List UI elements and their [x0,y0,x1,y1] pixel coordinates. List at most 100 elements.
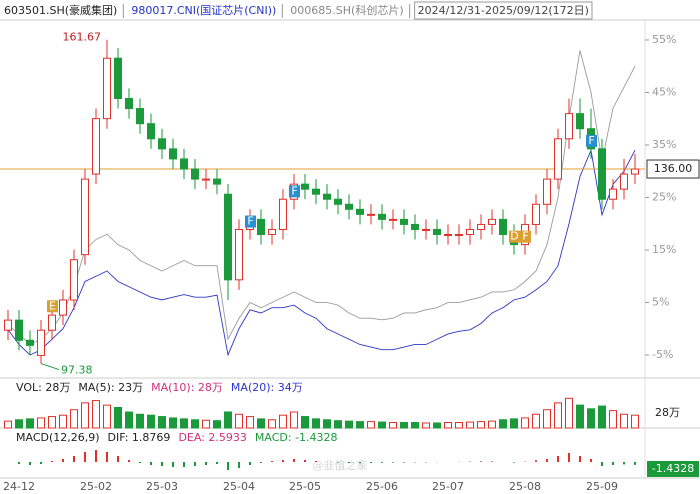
volume-bar [609,410,617,429]
candle-body [444,234,452,237]
volume-bar [4,420,12,429]
candle-body [532,203,540,225]
volume-bar [378,421,386,429]
candle-body [433,228,441,236]
volume-bar [631,414,639,429]
candle-body [70,259,78,301]
volume-bar [81,402,89,429]
candle-body [92,118,100,175]
candle-body [378,213,386,220]
index-line [7,148,636,357]
candle-body [323,193,331,200]
candle-body [389,218,397,221]
volume-bar [312,418,320,429]
candle-body [81,178,89,256]
candle-body [631,168,639,175]
volume-bar [147,414,155,429]
volume-bar [136,413,144,429]
legend-text: MA(5): 23万 [78,381,143,394]
volume-bar [587,408,595,429]
volume-bar [125,411,133,429]
low-annotation: 97.38 [61,364,93,377]
header-text: 603501.SH(豪威集团) [4,3,117,17]
volume-bar [169,417,177,429]
volume-bar [466,421,474,429]
candle-body [422,228,430,231]
volume-bar [92,400,100,429]
volume-bar [510,418,518,429]
x-tick-label: 25-03 [146,480,178,493]
candle-body [345,203,353,210]
volume-last-label: 28万 [655,406,680,419]
volume-bar [356,421,364,429]
legend-text: DEA: 2.5933 [178,431,246,444]
candle-body [169,148,177,160]
volume-bar [521,417,529,429]
candle-body [37,329,45,356]
x-tick-label: 24-12 [3,480,35,493]
candle-body [499,218,507,236]
date-range-box [414,1,593,20]
candle-body [158,138,166,150]
event-marker-label: E [49,299,56,312]
candle-body [488,218,496,225]
volume-bar [158,416,166,429]
candle-body [455,234,463,237]
event-marker-label: F [522,230,528,243]
candle-body [147,123,155,140]
candle-body [543,178,551,205]
legend-text: VOL: 28万 [16,381,70,394]
header-text: 000685.SH(科创芯片) [290,3,403,17]
volume-bar [114,406,122,429]
candle-body [312,188,320,195]
volume-bar [444,422,452,429]
watermark: @韭值之家 [313,458,368,472]
volume-bar [268,419,276,429]
event-marker [47,300,58,313]
candle-body [466,228,474,236]
candle-body [191,168,199,180]
volume-bar [345,420,353,429]
volume-bar [70,409,78,429]
candle-body [235,228,243,281]
volume-bar [477,421,485,429]
volume-bar [224,411,232,429]
candle-body [125,98,133,110]
x-tick-label: 25-07 [432,480,464,493]
x-tick-label: 25-05 [289,480,321,493]
y2-tick-label: 55% [652,33,676,46]
volume-bar [180,418,188,429]
candle-body [576,113,584,130]
legend-text: MACD(12,26,9) [16,431,100,444]
index-line [7,50,636,346]
volume-bar [367,421,375,429]
candle-body [301,183,309,190]
volume-bar [565,397,573,429]
candle-body [59,299,67,316]
volume-bar [433,422,441,429]
candle-body [257,218,265,236]
candle-body [180,158,188,170]
x-tick-label: 25-09 [586,480,618,493]
volume-bar [290,411,298,429]
volume-bar [389,422,397,429]
volume-bar [191,419,199,429]
volume-bar [532,413,540,429]
header-text: 980017.CNI(国证芯片(CNI)) [131,3,276,17]
volume-bar [411,422,419,429]
last-price-box [646,159,700,179]
volume-bar [422,422,430,429]
volume-bar [323,419,331,429]
candle-body [411,223,419,230]
candle-body [15,319,23,341]
low-pointer [40,363,60,371]
volume-bar [488,420,496,429]
candle-body [356,208,364,215]
last-price-label: 136.00 [654,162,693,175]
volume-bar [620,413,628,429]
volume-bar [598,405,606,429]
candle-body [609,188,617,200]
candle-body [26,339,34,346]
volume-bar [499,419,507,429]
